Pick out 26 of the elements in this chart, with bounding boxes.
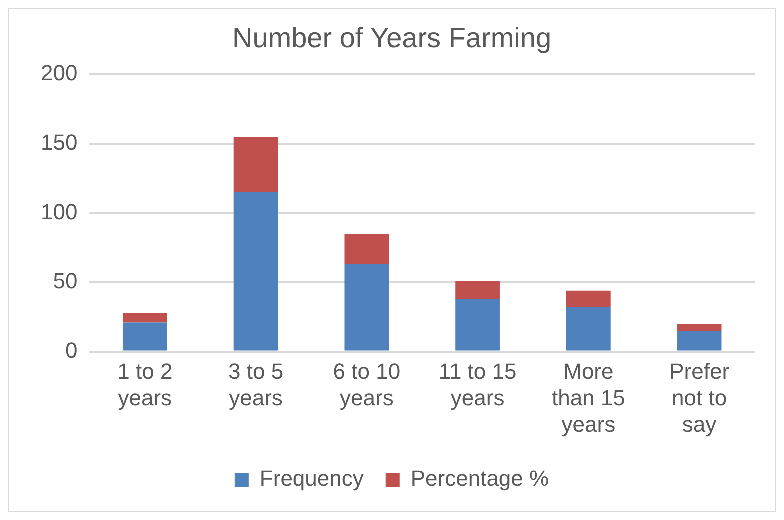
x-tick-label: More than 15 years — [552, 359, 626, 437]
bar — [122, 312, 168, 323]
bar — [566, 290, 611, 308]
bar — [456, 299, 500, 351]
y-tick-label: 100 — [40, 199, 78, 224]
chart-title: Number of Years Farming — [232, 22, 552, 54]
bar — [344, 264, 390, 351]
legend-label: Percentage % — [410, 466, 550, 492]
bar — [677, 331, 722, 351]
bar — [344, 234, 390, 264]
x-tick-label: 1 to 2 years — [118, 359, 173, 410]
bar — [234, 192, 278, 351]
x-tick-label: Prefer not to say — [670, 359, 730, 437]
x-tick-label: 6 to 10 years — [333, 359, 401, 410]
bar — [122, 322, 168, 351]
bar — [566, 307, 611, 351]
y-tick-label: 50 — [53, 268, 78, 294]
bar — [677, 324, 722, 332]
bar — [234, 136, 278, 192]
y-tick-label: 0 — [65, 338, 78, 363]
y-tick-label: 150 — [40, 130, 78, 155]
x-tick-label: 11 to 15 years — [438, 359, 517, 410]
y-tick-label: 200 — [40, 60, 78, 86]
bar — [456, 281, 500, 300]
x-tick-label: 3 to 5 years — [228, 359, 284, 410]
legend-label: Frequency — [260, 466, 364, 492]
